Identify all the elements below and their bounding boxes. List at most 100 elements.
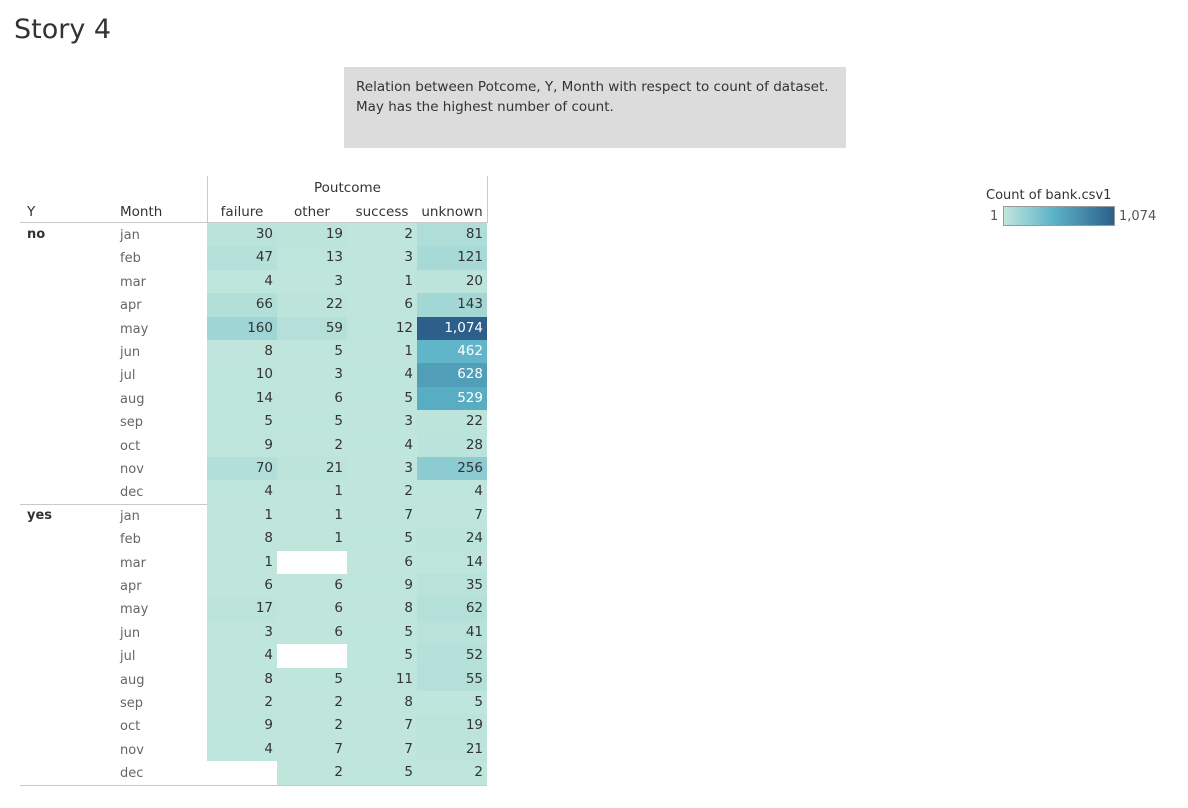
month-header: Month — [120, 204, 163, 220]
month-label: jul — [120, 649, 136, 665]
caption-line-1: Relation between Potcome, Y, Month with … — [356, 79, 829, 95]
heatmap-cell: 28 — [417, 433, 487, 458]
heatmap-cell: 2 — [277, 433, 347, 458]
heatmap-cell: 7 — [347, 503, 417, 528]
heatmap-cell: 1 — [277, 480, 347, 505]
month-label: sep — [120, 415, 144, 431]
heatmap-cell: 14 — [207, 386, 277, 411]
heatmap-cell: 24 — [417, 527, 487, 552]
poutcome-header: Poutcome — [314, 180, 381, 196]
heatmap-cell: 2 — [277, 761, 347, 786]
heatmap-cell: 20 — [417, 269, 487, 294]
heatmap-cell: 6 — [207, 574, 277, 598]
heatmap-cell: 17 — [207, 597, 277, 622]
month-label: aug — [120, 391, 145, 407]
heatmap-cell — [277, 550, 347, 575]
heatmap-cell: 5 — [347, 761, 417, 786]
table-bottom-line — [20, 784, 487, 786]
month-label: mar — [120, 555, 146, 571]
heatmap-cell: 3 — [277, 363, 347, 388]
heatmap-cell: 5 — [347, 386, 417, 411]
heatmap-cell: 4 — [347, 363, 417, 388]
heatmap-cell: 47 — [207, 246, 277, 271]
heatmap-cell: 143 — [417, 293, 487, 318]
heatmap-cell: 52 — [417, 644, 487, 669]
legend-max-label: 1,074 — [1119, 209, 1157, 224]
month-label: aug — [120, 672, 145, 688]
heatmap-cell: 30 — [207, 223, 277, 247]
month-label: jun — [120, 345, 141, 360]
heatmap-cell: 81 — [417, 223, 487, 247]
heatmap-cell: 41 — [417, 620, 487, 645]
heatmap-cell — [207, 761, 277, 786]
heatmap-cell: 22 — [417, 410, 487, 435]
month-label: dec — [120, 485, 144, 501]
heatmap-cell: 3 — [207, 620, 277, 645]
column-header-other: other — [294, 204, 330, 220]
column-header-success: success — [355, 204, 409, 220]
heatmap-cell: 4 — [207, 644, 277, 669]
heatmap-cell: 6 — [277, 597, 347, 622]
heatmap-cell: 5 — [277, 410, 347, 435]
month-label: may — [120, 602, 149, 618]
heatmap-cell: 10 — [207, 363, 277, 388]
heatmap-cell: 160 — [207, 316, 277, 341]
month-label: nov — [120, 742, 144, 758]
heatmap-cell: 3 — [347, 246, 417, 271]
heatmap-cell: 7 — [347, 737, 417, 762]
heatmap-cell: 5 — [347, 527, 417, 552]
story-title: Story 4 — [14, 14, 112, 45]
heatmap-cell: 8 — [207, 527, 277, 552]
heatmap-cell: 5 — [347, 644, 417, 669]
heatmap-cell: 1 — [207, 503, 277, 528]
heatmap-cell: 2 — [207, 691, 277, 715]
month-label: mar — [120, 274, 146, 290]
heatmap-cell: 13 — [277, 246, 347, 271]
heatmap-cell: 2 — [347, 223, 417, 247]
heatmap-cell: 6 — [347, 293, 417, 318]
heatmap-cell: 4 — [207, 269, 277, 294]
heatmap-cell: 6 — [277, 574, 347, 598]
heatmap-cell: 35 — [417, 574, 487, 598]
month-label: feb — [120, 532, 141, 548]
month-label: oct — [120, 719, 141, 735]
heatmap-cell: 462 — [417, 340, 487, 364]
heatmap-cell: 9 — [207, 714, 277, 739]
month-label: dec — [120, 766, 144, 782]
heatmap-cell: 70 — [207, 457, 277, 481]
heatmap-cell: 1 — [347, 340, 417, 364]
heatmap-cell: 1 — [277, 503, 347, 528]
heatmap-cell: 5 — [207, 410, 277, 435]
heatmap-cell: 8 — [347, 597, 417, 622]
heatmap-cell: 1 — [277, 527, 347, 552]
heatmap-cell: 256 — [417, 457, 487, 481]
column-header-failure: failure — [220, 204, 264, 220]
heatmap-cell: 4 — [207, 737, 277, 762]
heatmap-cell: 11 — [347, 667, 417, 692]
y-label-no: no — [27, 227, 46, 242]
caption-box: Relation between Potcome, Y, Month with … — [344, 67, 846, 148]
heatmap-cell: 5 — [417, 691, 487, 715]
heatmap-cell: 6 — [347, 550, 417, 575]
legend-title: Count of bank.csv1 — [986, 188, 1112, 203]
heatmap-cell: 55 — [417, 667, 487, 692]
heatmap-cell: 529 — [417, 386, 487, 411]
heatmap-cell: 21 — [277, 457, 347, 481]
table-right-border — [487, 176, 488, 223]
y-header: Y — [27, 204, 36, 220]
heatmap-cell: 22 — [277, 293, 347, 318]
heatmap-cell: 1 — [347, 269, 417, 294]
heatmap-cell: 2 — [417, 761, 487, 786]
month-label: apr — [120, 579, 142, 594]
heatmap-cell: 8 — [207, 667, 277, 692]
heatmap-cell: 19 — [417, 714, 487, 739]
header-bottom-line — [20, 222, 487, 223]
heatmap-cell: 8 — [207, 340, 277, 364]
heatmap-cell: 9 — [347, 574, 417, 598]
column-header-unknown: unknown — [421, 204, 483, 220]
heatmap-cell: 8 — [347, 691, 417, 715]
heatmap-cell: 6 — [277, 620, 347, 645]
month-label: jan — [120, 228, 140, 243]
heatmap-cell: 4 — [207, 480, 277, 505]
heatmap-cell: 2 — [277, 691, 347, 715]
